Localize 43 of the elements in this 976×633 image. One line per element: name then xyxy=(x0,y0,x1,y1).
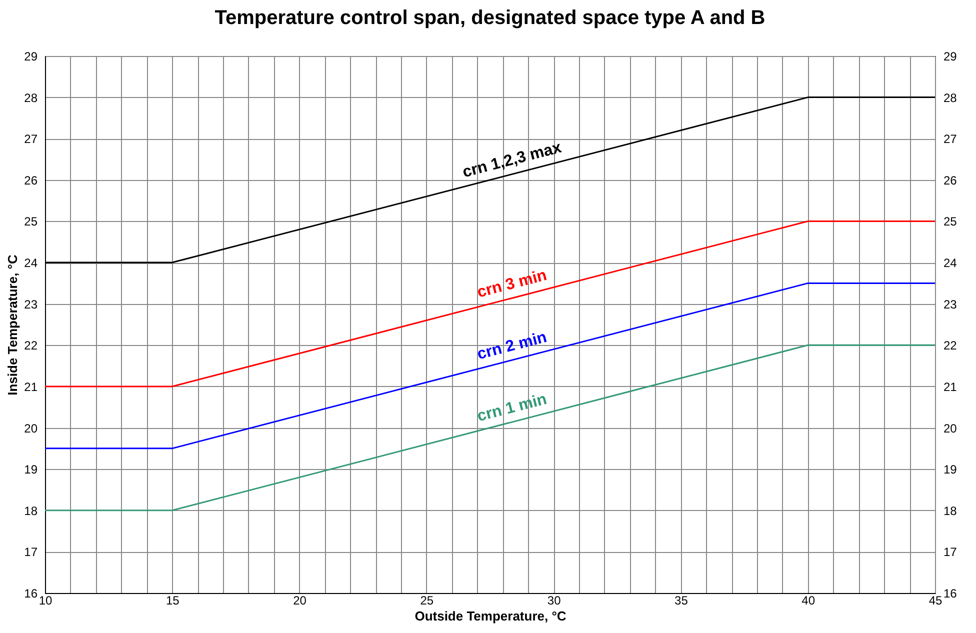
y2-tick-label: 21 xyxy=(944,380,958,394)
y-tick-label: 26 xyxy=(24,173,38,188)
y-tick-label: 25 xyxy=(24,214,38,229)
y2-tick-label: 16 xyxy=(944,586,958,600)
y-tick-label: 17 xyxy=(24,545,38,560)
x-tick-label: 35 xyxy=(674,594,688,608)
x-axis-title: Outside Temperature, °C xyxy=(414,608,567,624)
y2-tick-label: 19 xyxy=(944,462,958,477)
y-tick-label: 24 xyxy=(24,256,38,270)
y2-tick-label: 18 xyxy=(944,504,958,518)
x-tick-label: 45 xyxy=(928,594,942,608)
chart-title: Temperature control span, designated space type A and B xyxy=(214,7,766,29)
x-tick-label: 15 xyxy=(166,594,180,608)
y-tick-label: 23 xyxy=(24,297,38,312)
y-tick-label: 16 xyxy=(24,586,38,600)
y-tick-label: 28 xyxy=(24,90,38,105)
y-tick-label: 22 xyxy=(24,338,38,353)
y2-tick-label: 27 xyxy=(944,132,958,146)
y2-tick-label: 28 xyxy=(944,90,958,105)
y-tick-label: 27 xyxy=(24,132,38,146)
y2-tick-label: 22 xyxy=(944,338,958,353)
y-tick-label: 18 xyxy=(24,504,38,518)
y-tick-label: 21 xyxy=(24,380,38,394)
x-tick-label: 40 xyxy=(802,594,816,608)
y2-tick-label: 24 xyxy=(944,256,958,270)
x-tick-label: 30 xyxy=(547,594,562,608)
text: crn 2 min xyxy=(475,328,549,364)
y-tick-label: 19 xyxy=(24,462,38,477)
y2-tick-label: 29 xyxy=(944,50,958,64)
y2-tick-label: 25 xyxy=(944,214,958,229)
text: crn 3 min xyxy=(475,266,549,302)
y2-tick-label: 26 xyxy=(944,173,958,188)
y-axis-title: Inside Temperature, °C xyxy=(5,254,20,396)
text: crn 1,2,3 max xyxy=(460,139,564,182)
y2-tick-label: 23 xyxy=(944,297,958,312)
x-tick-label: 20 xyxy=(293,594,307,608)
y2-tick-label: 17 xyxy=(944,545,958,560)
y2-tick-label: 20 xyxy=(944,421,958,436)
text: crn 1 min xyxy=(475,390,549,426)
x-tick-label: 25 xyxy=(420,594,434,608)
y-tick-label: 20 xyxy=(24,421,38,436)
y-tick-label: 29 xyxy=(24,50,38,64)
x-tick-label: 10 xyxy=(38,594,52,608)
